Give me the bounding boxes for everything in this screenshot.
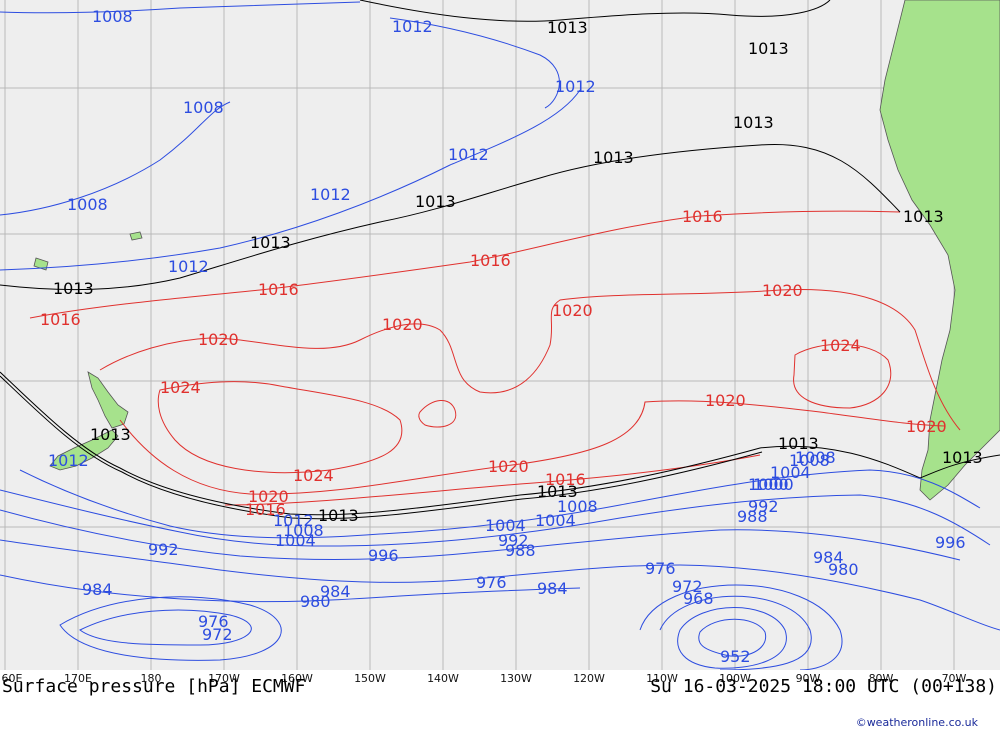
isobar-label: 980 — [828, 560, 859, 579]
isobar-label: 1012 — [273, 511, 314, 530]
isobar-label: 1012 — [168, 257, 209, 276]
isobar-label: 984 — [537, 579, 568, 598]
isobar-label: 1016 — [258, 280, 299, 299]
longitude-label: 70W — [941, 672, 967, 685]
isobar-label: 1013 — [547, 18, 588, 37]
isobar-label: 1013 — [53, 279, 94, 298]
isobar-label: 1008 — [789, 451, 830, 470]
isobar-label: 988 — [737, 507, 768, 526]
isobar-label: 1013 — [250, 233, 291, 252]
isobar-label: 1008 — [183, 98, 224, 117]
valid-time: Su 16-03-2025 18:00 UTC (00+138) — [650, 676, 997, 697]
ocean-background — [0, 0, 1000, 670]
south-america-land — [879, 0, 1000, 501]
isobar-label: 1004 — [485, 516, 526, 535]
isobar-label: 1020 — [552, 301, 593, 320]
map-footer — [0, 670, 1000, 733]
isobar-label: 1020 — [906, 417, 947, 436]
isobar-label: 984 — [320, 582, 351, 601]
isobar-label: 1012 — [555, 77, 596, 96]
isobar-label: 1020 — [248, 487, 289, 506]
isobar-label: 996 — [368, 546, 399, 565]
isobar-label: 1004 — [770, 463, 811, 482]
map-title: Surface pressure [hPa] ECMWF — [2, 676, 306, 697]
longitude-label: 80W — [868, 672, 894, 685]
isobar-label: 984 — [82, 580, 113, 599]
isobar-label: 1013 — [748, 39, 789, 58]
pacific-islet — [33, 257, 49, 271]
isobar-label: 1012 — [48, 451, 89, 470]
longitude-label: 170E — [64, 672, 92, 685]
isobar-label: 1008 — [557, 497, 598, 516]
isobar-label: 1013 — [593, 148, 634, 167]
isobar-label: 1012 — [448, 145, 489, 164]
isobar-label: 1004 — [535, 511, 576, 530]
isobars-mid — [0, 0, 1000, 520]
isobar-label: 972 — [672, 577, 703, 596]
isobar-label: 988 — [505, 541, 536, 560]
isobar-label: 980 — [300, 592, 331, 611]
isobar-label: 1013 — [733, 113, 774, 132]
isobars-low — [0, 1, 1000, 670]
isobar-label: 1024 — [820, 336, 861, 355]
longitude-label: 160W — [281, 672, 313, 685]
isobar-label: 1008 — [283, 521, 324, 540]
isobar-label: 1020 — [488, 457, 529, 476]
isobar-label: 1012 — [310, 185, 351, 204]
longitude-label: 90W — [795, 672, 821, 685]
isobar-label: 1013 — [415, 192, 456, 211]
isobar-label: 1000 — [753, 475, 794, 494]
isobar-label: 992 — [748, 497, 779, 516]
isobar-label: 1020 — [198, 330, 239, 349]
isobar-label: 1013 — [942, 448, 983, 467]
isobar-label: 992 — [498, 531, 529, 550]
isobar-label: 1013 — [778, 434, 819, 453]
isobar-label: 976 — [198, 612, 229, 631]
isobar-label: 976 — [645, 559, 676, 578]
isobar-label: 1016 — [682, 207, 723, 226]
isobar-label: 1013 — [90, 425, 131, 444]
longitude-label: 110W — [646, 672, 678, 685]
isobar-label: 1013 — [318, 506, 359, 525]
longitude-label: 60E — [1, 672, 23, 685]
isobar-label: 984 — [813, 548, 844, 567]
isobar-label: 996 — [935, 533, 966, 552]
longitude-label: 120W — [573, 672, 605, 685]
longitude-label: 180 — [140, 672, 162, 685]
longitude-label: 140W — [427, 672, 459, 685]
isobar-label: 976 — [476, 573, 507, 592]
credit-link[interactable]: ©weatheronline.co.uk — [855, 716, 978, 729]
isobar-label: 1012 — [392, 17, 433, 36]
isobar-label: 1020 — [705, 391, 746, 410]
isobar-label: 1020 — [762, 281, 803, 300]
isobar-label: 1024 — [160, 378, 201, 397]
longitude-label: 150W — [354, 672, 386, 685]
isobar-label: 1016 — [245, 500, 286, 519]
longitude-label: 100W — [719, 672, 751, 685]
isobar-label: 1016 — [545, 470, 586, 489]
longitude-label: 130W — [500, 672, 532, 685]
isobar-label: 968 — [683, 589, 714, 608]
isobar-label: 1013 — [537, 482, 578, 501]
isobar-label: 1000 — [748, 475, 789, 494]
isobar-label: 1013 — [903, 207, 944, 226]
isobar-label: 1016 — [40, 310, 81, 329]
longitude-label: 170W — [208, 672, 240, 685]
isobar-label: 952 — [720, 647, 751, 666]
isobar-label: 992 — [148, 540, 179, 559]
isobar-label: 1004 — [275, 531, 316, 550]
pacific-islet — [129, 231, 143, 241]
isobar-label: 1024 — [293, 466, 334, 485]
isobar-label: 1008 — [92, 7, 133, 26]
isobar-label: 1020 — [382, 315, 423, 334]
isobar-label: 1008 — [795, 448, 836, 467]
isobar-label: 972 — [202, 625, 233, 644]
new-zealand-north-island — [87, 371, 129, 429]
isobar-label: 1016 — [470, 251, 511, 270]
isobar-label: 1008 — [67, 195, 108, 214]
